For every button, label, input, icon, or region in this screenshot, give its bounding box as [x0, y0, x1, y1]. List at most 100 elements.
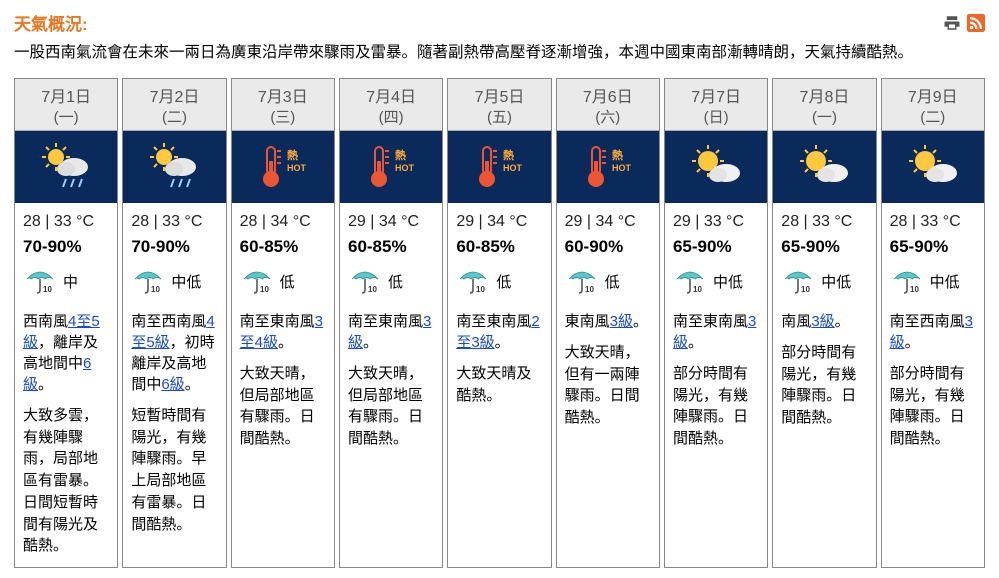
wind-level-link[interactable]: 6級 [23, 355, 91, 393]
forecast-description: 大致天晴，但有一兩陣驟雨。日間酷熱。 [565, 342, 651, 429]
date-text: 7月5日 [448, 83, 550, 107]
temperature-range: 29 | 33 °C [673, 211, 759, 233]
date-header: 7月2日 (二) [123, 79, 225, 131]
wind-text: 南風3級。 [781, 311, 867, 332]
svg-text:10: 10 [43, 285, 52, 294]
rss-icon[interactable] [967, 14, 985, 32]
date-text: 7月3日 [232, 83, 334, 107]
forecast-description: 部分時間有陽光，有幾陣驟雨。日間酷熱。 [673, 363, 759, 450]
wind-text: 東南風3級。 [565, 311, 651, 332]
forecast-description: 大致天晴，但局部地區有驟雨。日間酷熱。 [348, 363, 434, 450]
wind-text: 南至東南風2至3級。 [456, 311, 542, 353]
date-text: 7月8日 [773, 83, 875, 107]
forecast-day: 7月7日 (日) 29 | 33 °C 65-90% 10 中低 南至東南風3級… [664, 78, 768, 568]
psr-row: 10 中低 [890, 265, 976, 301]
svg-text:10: 10 [368, 285, 377, 294]
date-text: 7月2日 [123, 83, 225, 107]
weather-icon [665, 131, 767, 203]
date-text: 7月1日 [15, 83, 117, 107]
wind-level-link[interactable]: 3級 [890, 313, 973, 351]
forecast-day: 7月4日 (四) 熱 HOT 29 | 34 °C 60-85% 10 低 南至… [339, 78, 443, 568]
header-actions [943, 14, 985, 32]
svg-text:10: 10 [801, 285, 810, 294]
wind-text: 南至東南風3級。 [348, 311, 434, 353]
day-of-week: (日) [665, 106, 767, 127]
psr-label: 中低 [171, 272, 201, 293]
psr-row: 10 低 [565, 265, 651, 301]
wind-level-link[interactable]: 4至5級 [23, 313, 100, 351]
date-header: 7月7日 (日) [665, 79, 767, 131]
svg-text:熱: 熱 [395, 148, 406, 162]
wind-text: 南至東南風3至4級。 [240, 311, 326, 353]
wind-level-link[interactable]: 3級 [348, 313, 431, 351]
psr-row: 10 低 [240, 265, 326, 301]
humidity-range: 70-90% [131, 235, 217, 259]
date-header: 7月3日 (三) [232, 79, 334, 131]
temperature-range: 28 | 33 °C [890, 211, 976, 233]
svg-text:HOT: HOT [612, 163, 632, 173]
psr-row: 10 中低 [781, 265, 867, 301]
day-of-week: (三) [232, 106, 334, 127]
wind-text: 西南風4至5級，離岸及高地間中6級。 [23, 311, 109, 395]
temperature-range: 29 | 34 °C [348, 211, 434, 233]
forecast-description: 部分時間有陽光，有幾陣驟雨。日間酷熱。 [781, 342, 867, 429]
psr-row: 10 中 [23, 265, 109, 301]
day-of-week: (四) [340, 106, 442, 127]
svg-text:10: 10 [260, 285, 269, 294]
humidity-range: 60-85% [456, 235, 542, 259]
temperature-range: 28 | 33 °C [781, 211, 867, 233]
forecast-description: 大致天晴及酷熱。 [456, 363, 542, 407]
temperature-range: 28 | 33 °C [131, 211, 217, 233]
svg-text:HOT: HOT [395, 163, 415, 173]
date-text: 7月4日 [340, 83, 442, 107]
svg-text:熱: 熱 [503, 148, 514, 162]
psr-label: 中低 [713, 272, 743, 293]
temperature-range: 29 | 34 °C [565, 211, 651, 233]
day-of-week: (二) [123, 106, 225, 127]
psr-row: 10 中低 [131, 265, 217, 301]
wind-level-link[interactable]: 3級 [673, 313, 756, 351]
weather-icon: 熱 HOT [448, 131, 550, 203]
wind-level-link[interactable]: 6級 [161, 376, 184, 393]
date-header: 7月6日 (六) [557, 79, 659, 131]
humidity-range: 65-90% [673, 235, 759, 259]
umbrella-icon: 10 [673, 265, 707, 301]
weather-icon: 熱 HOT [340, 131, 442, 203]
psr-label: 中低 [821, 272, 851, 293]
wind-level-link[interactable]: 4至5級 [131, 313, 214, 351]
wind-level-link[interactable]: 2至3級 [456, 313, 539, 351]
weather-icon: 熱 HOT [232, 131, 334, 203]
psr-row: 10 低 [456, 265, 542, 301]
forecast-day: 7月9日 (二) 28 | 33 °C 65-90% 10 中低 南至西南風3級… [881, 78, 985, 568]
forecast-description: 部分時間有陽光，有幾陣驟雨。日間酷熱。 [890, 363, 976, 450]
umbrella-icon: 10 [565, 265, 599, 301]
psr-row: 10 中低 [673, 265, 759, 301]
svg-text:10: 10 [910, 285, 919, 294]
day-of-week: (六) [557, 106, 659, 127]
date-header: 7月4日 (四) [340, 79, 442, 131]
weather-summary-text: 一股西南氣流會在未來一兩日為廣東沿岸帶來驟雨及雷暴。隨著副熱帶高壓脊逐漸增強，本… [14, 41, 985, 66]
weather-icon: 熱 HOT [557, 131, 659, 203]
umbrella-icon: 10 [456, 265, 490, 301]
date-header: 7月1日 (一) [15, 79, 117, 131]
print-icon[interactable] [943, 14, 961, 32]
date-header: 7月8日 (一) [773, 79, 875, 131]
forecast-grid: 7月1日 (一) 28 | 33 °C 70-90% 10 [14, 78, 985, 568]
weather-icon [773, 131, 875, 203]
umbrella-icon: 10 [781, 265, 815, 301]
temperature-range: 29 | 34 °C [456, 211, 542, 233]
day-of-week: (一) [773, 106, 875, 127]
date-text: 7月9日 [882, 83, 984, 107]
svg-text:10: 10 [585, 285, 594, 294]
wind-level-link[interactable]: 3至4級 [240, 313, 323, 351]
day-of-week: (一) [15, 106, 117, 127]
humidity-range: 60-85% [348, 235, 434, 259]
svg-text:熱: 熱 [612, 148, 623, 162]
wind-level-link[interactable]: 3級 [811, 313, 834, 330]
forecast-description: 大致多雲，有幾陣驟雨，局部地區有雷暴。日間短暫時間有陽光及酷熱。 [23, 405, 109, 557]
weather-icon [882, 131, 984, 203]
date-header: 7月9日 (二) [882, 79, 984, 131]
psr-label: 低 [605, 272, 620, 293]
svg-text:熱: 熱 [287, 148, 298, 162]
wind-level-link[interactable]: 3級 [610, 313, 633, 330]
